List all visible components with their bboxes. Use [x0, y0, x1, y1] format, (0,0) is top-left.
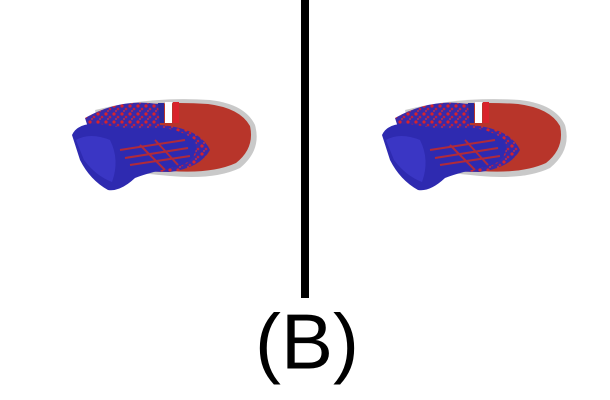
- panel-label: (B): [255, 298, 359, 386]
- divider: [301, 0, 309, 298]
- left-shoe-image: [71, 98, 258, 192]
- right-shoe-image: [381, 98, 568, 192]
